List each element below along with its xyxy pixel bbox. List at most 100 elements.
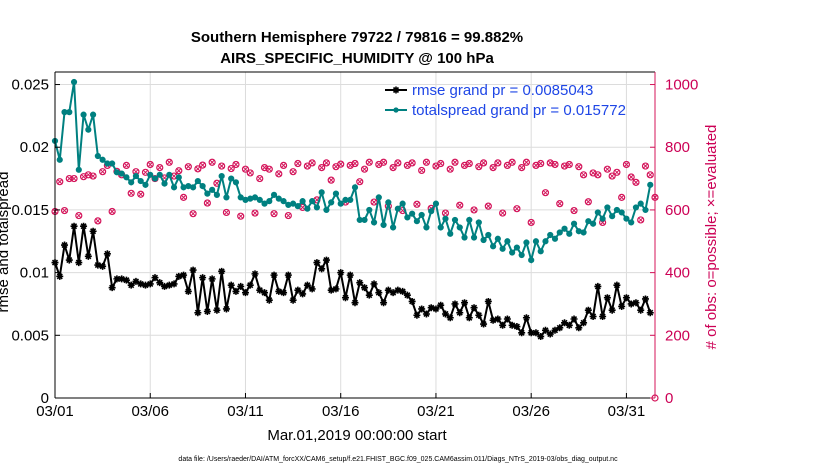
obs-count-cross bbox=[280, 162, 287, 169]
obs-count-point bbox=[56, 178, 64, 186]
obs-count-point bbox=[184, 163, 192, 171]
rmse-point bbox=[580, 319, 588, 327]
obs-count-point bbox=[122, 161, 131, 170]
y-right-tick-label: 800 bbox=[665, 139, 690, 156]
obs-count-point bbox=[156, 164, 164, 172]
rmse-point bbox=[422, 310, 430, 318]
obs-count-cross bbox=[242, 166, 249, 173]
rmse-point bbox=[527, 329, 535, 337]
obs-count-cross bbox=[456, 202, 463, 209]
obs-count-cross bbox=[556, 200, 563, 207]
obs-count-cross bbox=[75, 212, 82, 219]
totalspread-point bbox=[351, 184, 359, 191]
y-axis-label-left: rmse and totalspread bbox=[0, 172, 12, 313]
rmse-point bbox=[346, 271, 354, 279]
totalspread-point bbox=[609, 213, 616, 220]
rmse-point bbox=[99, 262, 107, 270]
obs-count-cross bbox=[352, 160, 358, 167]
rmse-point bbox=[141, 281, 149, 289]
obs-count-cross bbox=[323, 160, 330, 166]
rmse-point bbox=[84, 252, 92, 260]
totalspread-point bbox=[256, 196, 263, 203]
totalspread-point bbox=[251, 194, 259, 201]
totalspread-point bbox=[89, 111, 97, 118]
rmse-point bbox=[465, 314, 473, 322]
obs-count-point bbox=[208, 158, 216, 166]
rmse-point bbox=[503, 315, 511, 323]
rmse-point bbox=[508, 321, 516, 329]
obs-count-point bbox=[641, 162, 650, 170]
obs-count-point bbox=[70, 174, 78, 183]
totalspread-point bbox=[175, 174, 182, 181]
totalspread-point bbox=[380, 221, 387, 229]
rmse-point bbox=[413, 311, 421, 319]
totalspread-point bbox=[166, 171, 173, 178]
totalspread-point bbox=[599, 215, 606, 222]
totalspread-point bbox=[118, 170, 125, 177]
totalspread-point bbox=[151, 175, 159, 182]
totalspread-point bbox=[409, 210, 416, 217]
rmse-point bbox=[475, 311, 483, 319]
rmse-point bbox=[103, 250, 111, 258]
plot-background bbox=[55, 72, 655, 398]
obs-count-cross bbox=[156, 164, 163, 171]
totalspread-point bbox=[323, 206, 330, 214]
totalspread-point bbox=[518, 251, 525, 259]
obs-count-cross bbox=[209, 159, 215, 166]
obs-count-cross bbox=[95, 218, 101, 224]
rmse-point bbox=[194, 309, 202, 317]
obs-count-cross bbox=[537, 160, 544, 167]
obs-count-cross bbox=[123, 162, 130, 169]
totalspread-point bbox=[318, 189, 325, 196]
obs-count-point bbox=[241, 165, 250, 173]
obs-count-point bbox=[270, 210, 278, 218]
obs-count-cross bbox=[218, 163, 225, 169]
legend-marker bbox=[393, 107, 399, 113]
totalspread-point bbox=[613, 206, 621, 214]
rmse-point bbox=[384, 286, 392, 294]
rmse-point bbox=[484, 297, 492, 305]
obs-count-cross bbox=[618, 194, 625, 201]
rmse-point bbox=[70, 222, 78, 230]
obs-count-point bbox=[222, 208, 231, 217]
obs-count-point bbox=[565, 160, 573, 169]
rmse-point bbox=[165, 281, 173, 289]
rmse-point bbox=[594, 282, 602, 290]
obs-count-cross bbox=[647, 171, 654, 178]
y-right-tick-label: 0 bbox=[665, 390, 673, 407]
obs-count-point bbox=[75, 211, 83, 220]
obs-count-point bbox=[294, 159, 302, 168]
totalspread-point bbox=[532, 238, 540, 245]
obs-count-point bbox=[146, 160, 154, 169]
rmse-point bbox=[303, 281, 311, 289]
obs-count-cross bbox=[180, 194, 187, 201]
obs-count-point bbox=[65, 174, 73, 183]
rmse-point bbox=[94, 261, 102, 269]
totalspread-point bbox=[428, 208, 435, 215]
obs-count-cross bbox=[628, 174, 635, 180]
totalspread-point bbox=[499, 245, 506, 252]
x-axis-label: Mar.01,2019 00:00:00 start bbox=[267, 427, 447, 444]
y-right-tick-label: 1000 bbox=[665, 77, 698, 94]
totalspread-point bbox=[623, 215, 630, 222]
y-axis-label-right: # of obs: o=possible; ×=evaluated bbox=[703, 125, 720, 350]
obs-count-point bbox=[256, 174, 264, 183]
obs-count-point bbox=[237, 212, 245, 220]
rmse-point bbox=[375, 289, 383, 297]
rmse-point bbox=[56, 272, 64, 280]
rmse-point bbox=[289, 296, 297, 304]
totalspread-point bbox=[289, 200, 297, 207]
obs-count-cross bbox=[575, 163, 582, 170]
obs-count-cross bbox=[518, 164, 525, 171]
totalspread-point bbox=[366, 206, 373, 214]
obs-count-cross bbox=[609, 173, 615, 179]
totalspread-point bbox=[456, 224, 463, 231]
obs-count-cross bbox=[509, 159, 515, 166]
obs-count-cross bbox=[256, 175, 263, 182]
totalspread-point bbox=[432, 200, 440, 207]
rmse-point bbox=[80, 222, 88, 230]
totalspread-point bbox=[213, 191, 221, 198]
rmse-point bbox=[232, 287, 240, 295]
totalspread-point bbox=[604, 204, 611, 211]
totalspread-point bbox=[309, 198, 316, 205]
